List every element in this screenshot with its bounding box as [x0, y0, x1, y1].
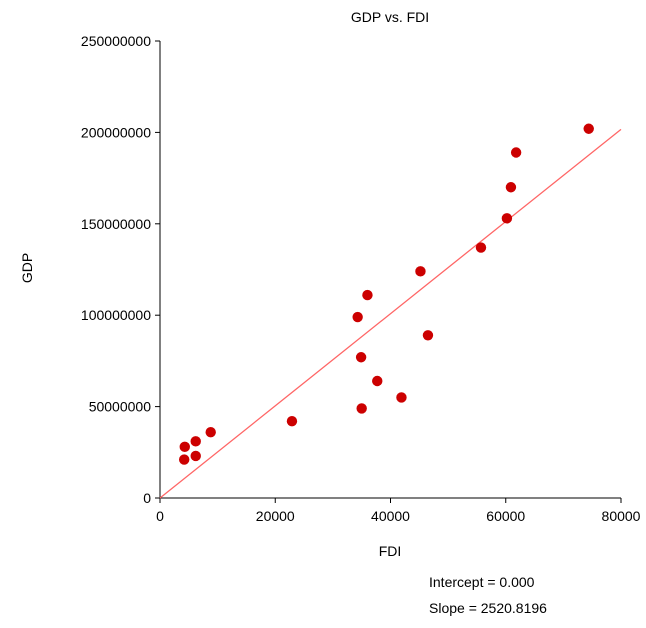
data-point: [179, 441, 190, 453]
y-tick-label: 150000000: [81, 216, 151, 232]
data-point: [190, 450, 201, 462]
x-tick-label: 40000: [371, 508, 410, 524]
data-point: [205, 426, 216, 438]
trendline: [159, 128, 622, 499]
data-points: [179, 123, 594, 465]
data-point: [415, 266, 426, 277]
chart-title: GDP vs. FDI: [351, 9, 429, 25]
y-tick-label: 50000000: [89, 399, 152, 415]
intercept-annotation: Intercept = 0.000: [429, 574, 535, 590]
axes: 0 50000000 100000000 150000000 200000000 2500…: [81, 33, 641, 524]
data-point: [583, 123, 594, 134]
data-point: [362, 289, 373, 301]
x-axis-label: FDI: [379, 543, 402, 559]
slope-annotation: Slope = 2520.8196: [429, 600, 547, 616]
data-point: [475, 242, 487, 253]
y-tick-label: 0: [143, 490, 151, 506]
data-point: [356, 403, 367, 414]
y-tick-label: 100000000: [81, 307, 151, 323]
x-tick-label: 0: [156, 508, 164, 524]
y-tick-label: 200000000: [81, 124, 151, 140]
data-point: [352, 311, 363, 323]
data-point: [190, 436, 201, 447]
data-point: [422, 330, 434, 341]
y-tick-label: 250000000: [81, 33, 151, 49]
data-point: [355, 352, 367, 363]
data-point: [179, 454, 190, 465]
x-tick-label: 60000: [486, 508, 525, 524]
data-point: [372, 375, 383, 387]
trendline-layer: [159, 128, 622, 499]
y-axis-label: GDP: [19, 253, 35, 283]
data-point: [286, 416, 298, 427]
x-tick-label: 20000: [256, 508, 295, 524]
data-point: [505, 182, 517, 193]
data-point: [501, 213, 513, 224]
x-tick-label: 80000: [602, 508, 641, 524]
data-point: [396, 392, 407, 403]
data-point: [510, 147, 522, 158]
